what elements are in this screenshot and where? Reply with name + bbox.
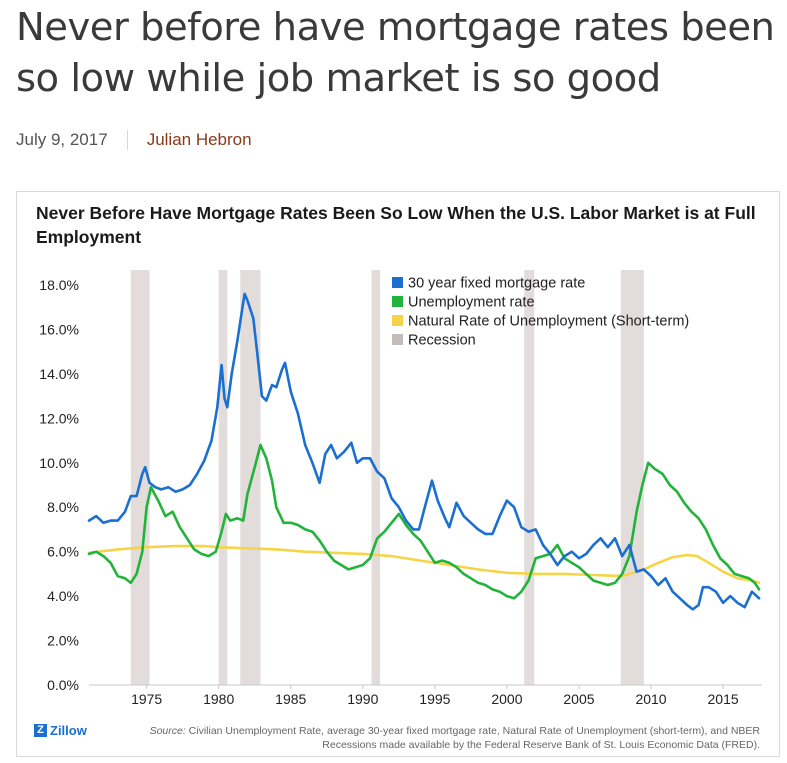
recession-band-3: [371, 270, 381, 685]
recession-bands: [130, 270, 644, 685]
x-tick-label: 1995: [419, 691, 450, 707]
chart-series: [87, 292, 761, 611]
legend-swatch-recession: [392, 334, 403, 345]
y-tick-label: 4.0%: [47, 588, 79, 604]
y-tick-label: 18.0%: [39, 277, 79, 293]
y-tick-label: 12.0%: [39, 410, 79, 426]
zillow-logo-icon: Z: [34, 724, 47, 737]
chart-axes: 0.0% 2.0% 4.0% 6.0% 8.0% 10.0% 12.0% 14.0% 16.0%…: [39, 277, 762, 707]
source-label: Source:: [149, 725, 186, 737]
article-date[interactable]: July 9, 2017: [16, 130, 108, 149]
x-tick-label: 2010: [635, 691, 666, 707]
x-tick-label: 2000: [491, 691, 522, 707]
chart-source-note: Source: Civilian Unemployment Rate, aver…: [104, 724, 760, 752]
x-tick-label: 1985: [275, 691, 306, 707]
article-headline: Never before have mortgage rates been so…: [16, 5, 775, 101]
article-meta: July 9, 2017 Julian Hebron: [16, 130, 252, 150]
series-line-unemployment: [87, 443, 761, 600]
legend-swatch-mortgage: [392, 277, 403, 288]
recession-band-5: [620, 270, 644, 685]
zillow-logo[interactable]: Z Zillow: [34, 723, 87, 738]
y-tick-label: 0.0%: [47, 677, 79, 693]
x-tick-label: 2005: [563, 691, 594, 707]
y-tick-label: 8.0%: [47, 499, 79, 515]
recession-band-1: [218, 270, 228, 685]
x-tick-label: 1975: [131, 691, 162, 707]
meta-divider: [126, 130, 128, 150]
legend-label-mortgage: 30 year fixed mortgage rate: [408, 276, 585, 292]
source-text: Civilian Unemployment Rate, average 30-y…: [188, 725, 760, 751]
y-tick-label: 2.0%: [47, 633, 79, 649]
x-tick-label: 1980: [203, 691, 234, 707]
recession-band-2: [240, 270, 261, 685]
series-line-natural: [87, 544, 761, 585]
y-tick-label: 16.0%: [39, 321, 79, 337]
y-tick-label: 14.0%: [39, 366, 79, 382]
chart-legend: 30 year fixed mortgage rate Unemployment …: [392, 276, 689, 349]
y-tick-label: 10.0%: [39, 455, 79, 471]
legend-label-recession: Recession: [408, 333, 476, 349]
legend-label-unemployment: Unemployment rate: [408, 295, 535, 311]
legend-swatch-natural: [392, 315, 403, 326]
x-tick-label: 2015: [708, 691, 739, 707]
zillow-logo-text: Zillow: [50, 723, 87, 738]
article-author[interactable]: Julian Hebron: [146, 130, 252, 149]
series-line-mortgage: [87, 292, 761, 611]
recession-band-4: [524, 270, 535, 685]
legend-label-natural: Natural Rate of Unemployment (Short-term…: [408, 314, 689, 330]
x-tick-label: 1990: [347, 691, 378, 707]
chart-title: Never Before Have Mortgage Rates Been So…: [36, 203, 756, 247]
legend-swatch-unemployment: [392, 296, 403, 307]
y-tick-label: 6.0%: [47, 544, 79, 560]
